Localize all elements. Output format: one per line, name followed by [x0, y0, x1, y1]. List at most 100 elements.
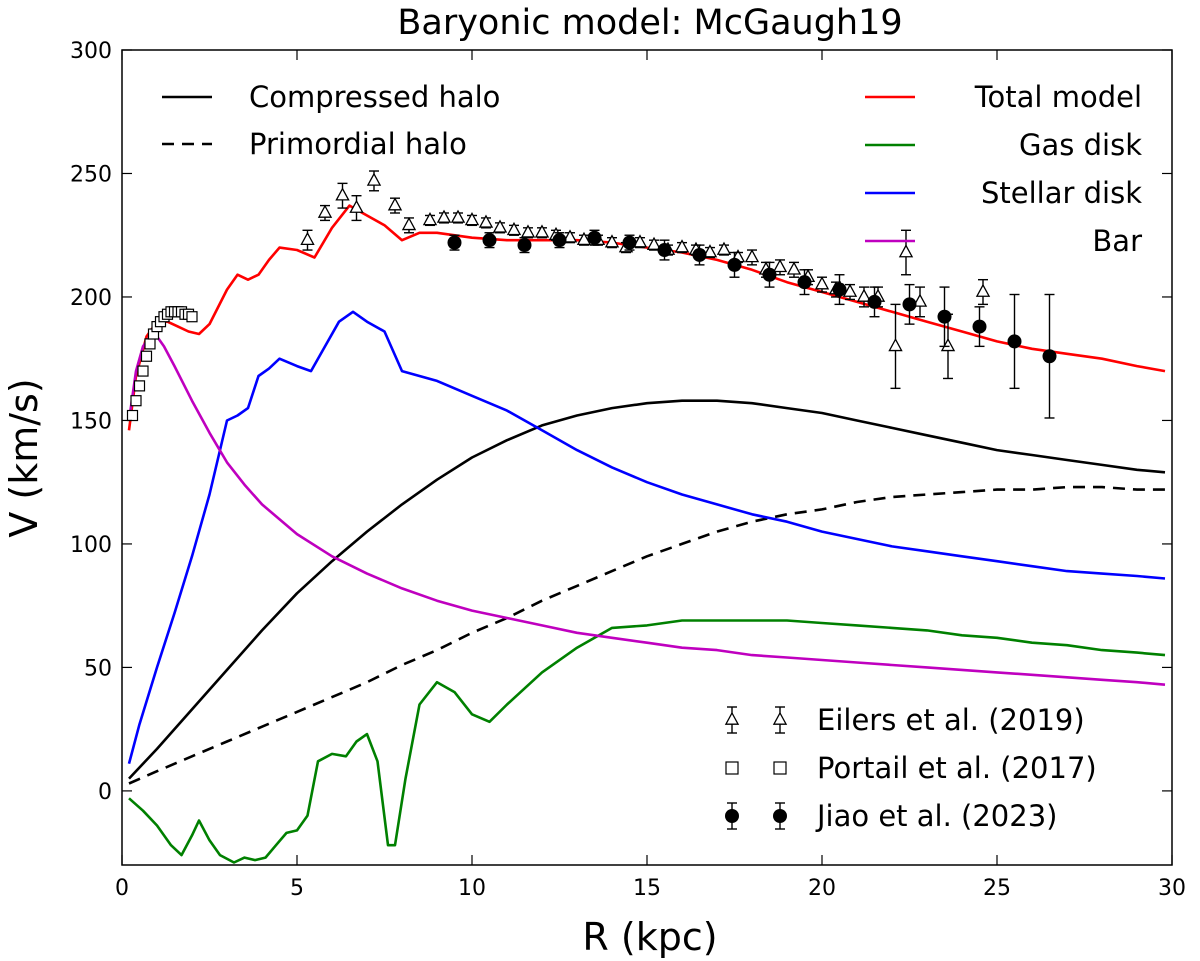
eilers-point — [335, 187, 350, 201]
jiao-point — [692, 247, 707, 262]
legend-marker — [725, 809, 739, 823]
legend-marker — [773, 761, 787, 775]
legend-marker — [772, 711, 788, 725]
y-tick-label: 300 — [70, 39, 112, 64]
y-axis-label: V (km/s) — [2, 378, 46, 537]
eilers-point — [716, 241, 732, 255]
eilers-point — [366, 172, 382, 186]
jiao-point — [727, 257, 742, 272]
y-tick-label: 50 — [84, 656, 112, 681]
chart-title: Baryonic model: McGaugh19 — [397, 3, 902, 43]
eilers-point — [888, 338, 903, 352]
jiao-point — [902, 297, 917, 312]
eilers-point — [744, 249, 760, 263]
jiao-point — [762, 267, 777, 282]
legend-label: Jiao et al. (2023) — [815, 799, 1057, 833]
y-tick-label: 200 — [70, 286, 112, 311]
curves-layer — [127, 204, 1166, 864]
legend-label: Portail et al. (2017) — [817, 751, 1097, 785]
eilers-point — [912, 293, 928, 307]
eilers-point — [632, 234, 648, 248]
jiao-point — [552, 233, 567, 248]
jiao-point — [517, 238, 532, 253]
jiao-point — [447, 235, 462, 250]
legend-label: Gas disk — [1019, 128, 1142, 162]
legend-marker — [724, 711, 740, 725]
eilers-point — [856, 288, 872, 302]
eilers-point — [576, 231, 592, 246]
eilers-point — [436, 209, 452, 223]
x-tick-label: 0 — [115, 876, 129, 901]
eilers-point — [422, 212, 438, 226]
legend-label: Total model — [974, 80, 1142, 114]
x-axis-label: R (kpc) — [582, 915, 717, 959]
eilers-point — [349, 199, 364, 213]
series-line-primordial-halo — [128, 485, 1165, 785]
x-tick-label: 15 — [633, 876, 661, 901]
portail-point — [144, 338, 156, 350]
jiao-point — [867, 294, 882, 309]
eilers-point — [898, 244, 914, 258]
y-tick-label: 100 — [70, 533, 112, 558]
y-tick-label: 150 — [70, 409, 112, 434]
eilers-point — [674, 239, 690, 253]
eilers-point — [534, 224, 550, 238]
eilers-point — [317, 204, 333, 218]
eilers-point — [604, 234, 620, 248]
series-line-bar — [127, 335, 1166, 686]
eilers-point — [492, 219, 508, 233]
eilers-point — [975, 283, 991, 297]
series-line-stellar-disk — [127, 310, 1166, 765]
jiao-point — [482, 233, 497, 248]
eilers-point — [506, 221, 522, 236]
eilers-point — [464, 212, 480, 226]
x-tick-label: 25 — [983, 876, 1011, 901]
portail-point — [133, 380, 146, 392]
jiao-point — [622, 235, 637, 250]
eilers-point — [300, 231, 315, 246]
x-tick-label: 20 — [808, 876, 836, 901]
series-line-gas-disk — [128, 619, 1166, 864]
eilers-point — [646, 236, 662, 250]
portail-point — [186, 311, 198, 323]
portail-point — [130, 395, 142, 407]
portail-point — [140, 350, 153, 362]
eilers-point — [562, 229, 578, 243]
eilers-point — [786, 261, 802, 275]
legends-layer: Compressed halo Primordial halo Total mode… — [162, 80, 1142, 833]
x-tick-label: 10 — [458, 876, 486, 901]
eilers-point — [702, 244, 718, 258]
legend-label: Stellar disk — [981, 176, 1142, 210]
jiao-point — [657, 243, 672, 258]
y-tick-label: 0 — [98, 780, 112, 805]
x-tick-label: 5 — [290, 876, 304, 901]
jiao-point — [937, 309, 952, 324]
series-line-total-model — [127, 204, 1166, 431]
eilers-point — [842, 283, 858, 297]
legend-label: Bar — [1092, 224, 1142, 258]
jiao-point — [1007, 334, 1022, 349]
jiao-point — [972, 319, 987, 334]
portail-point — [137, 365, 149, 377]
legend-marker — [725, 761, 739, 775]
eilers-point — [814, 276, 830, 290]
jiao-point — [832, 282, 847, 297]
eilers-point — [478, 214, 494, 228]
eilers-point — [520, 224, 536, 238]
eilers-point — [450, 209, 466, 223]
series-line-compressed-halo — [128, 399, 1166, 780]
legend-label: Compressed halo — [249, 80, 500, 114]
jiao-point — [797, 275, 812, 290]
eilers-point — [772, 258, 788, 273]
jiao-point — [587, 230, 602, 245]
x-tick-label: 30 — [1158, 876, 1186, 901]
legend-label: Primordial halo — [249, 127, 467, 161]
data-points-layer — [126, 170, 1057, 422]
legend-marker — [773, 809, 787, 823]
portail-point — [126, 409, 139, 422]
jiao-point — [1042, 349, 1057, 364]
eilers-point — [401, 216, 417, 231]
legend-label: Eilers et al. (2019) — [817, 703, 1085, 737]
